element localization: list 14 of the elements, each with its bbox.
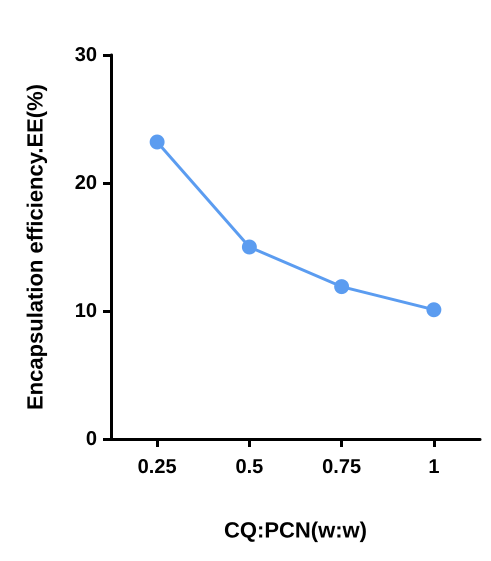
point	[242, 240, 257, 254]
point	[426, 302, 442, 318]
point	[334, 279, 350, 294]
x-tick-label: 0.75	[322, 456, 362, 478]
y-tick-label: 30	[74, 44, 97, 66]
y-axis-title: Encapsulation efficiency.EE(%)	[22, 84, 48, 410]
y-tick-label: 0	[86, 428, 97, 450]
x-axis-title: CQ:PCN(w:w)	[224, 518, 367, 542]
x-tick-label: 0.5	[235, 456, 264, 478]
point	[150, 134, 165, 150]
x-tick-label: 1	[428, 456, 440, 478]
x-tick-label: 0.25	[138, 456, 177, 478]
y-tick-label: 10	[74, 300, 97, 322]
y-tick-label: 20	[74, 172, 97, 194]
